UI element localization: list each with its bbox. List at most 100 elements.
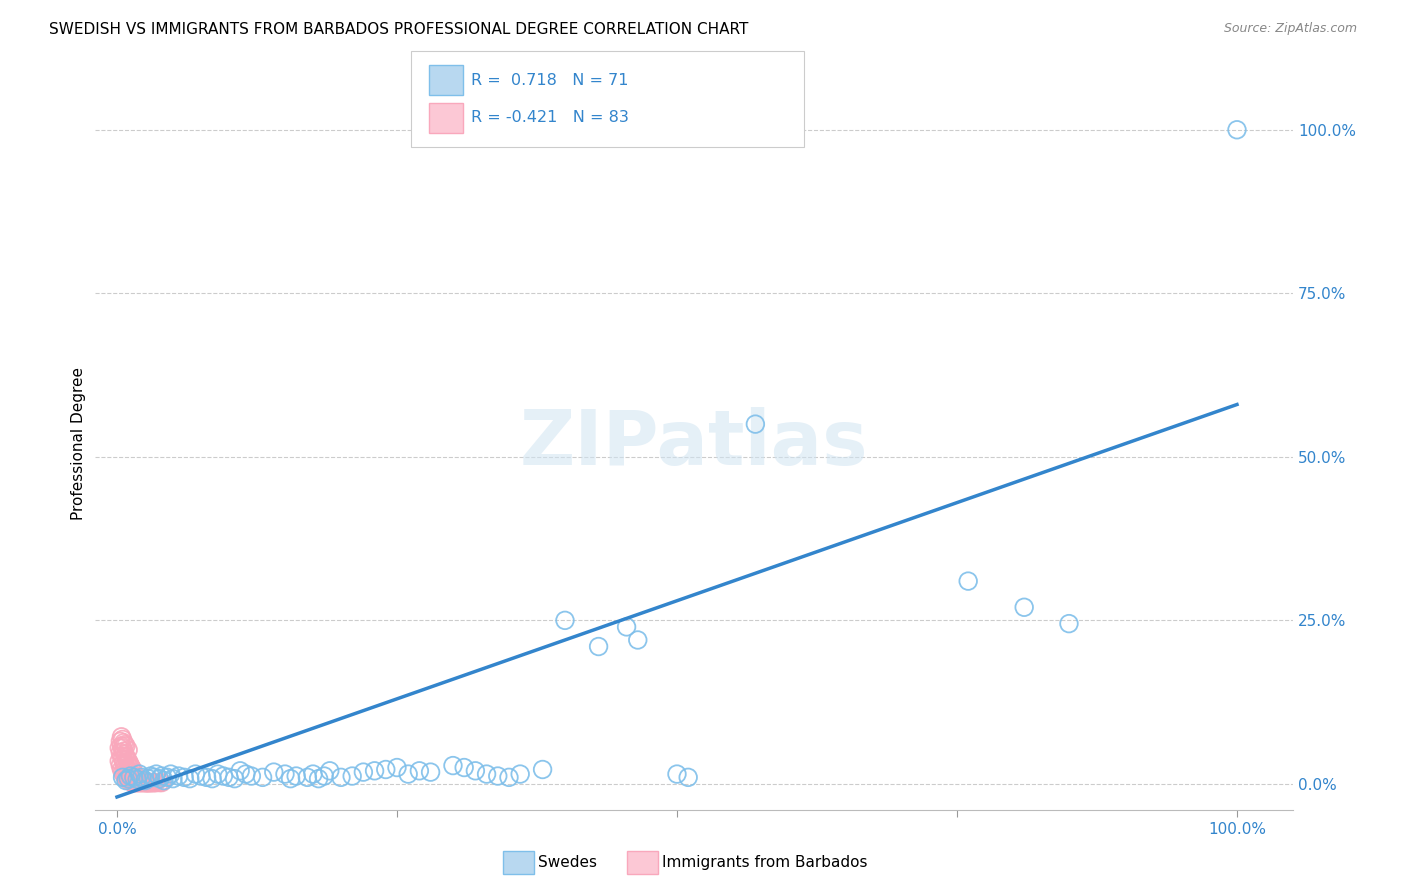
Point bbox=[509, 767, 531, 781]
Point bbox=[121, 775, 143, 789]
Point bbox=[218, 770, 240, 784]
Point bbox=[115, 770, 138, 784]
Point bbox=[419, 765, 441, 780]
Point bbox=[314, 769, 336, 783]
Point bbox=[190, 769, 212, 783]
Point bbox=[132, 775, 155, 789]
Point bbox=[162, 772, 184, 786]
Point bbox=[114, 738, 136, 752]
Point bbox=[195, 770, 218, 784]
Point bbox=[127, 775, 149, 789]
Point bbox=[627, 632, 650, 647]
Point bbox=[131, 775, 153, 789]
Point bbox=[280, 772, 302, 786]
Point bbox=[111, 765, 134, 780]
Point bbox=[132, 775, 155, 789]
Point bbox=[240, 769, 263, 783]
Point bbox=[136, 775, 159, 789]
Point bbox=[252, 770, 274, 784]
Point bbox=[120, 767, 142, 781]
Point bbox=[122, 770, 145, 784]
Point bbox=[138, 775, 160, 789]
Point bbox=[129, 775, 152, 789]
Point bbox=[1012, 600, 1035, 615]
Text: R = -0.421   N = 83: R = -0.421 N = 83 bbox=[471, 111, 628, 125]
Point bbox=[132, 775, 155, 789]
Point bbox=[139, 775, 162, 789]
Point bbox=[111, 770, 134, 784]
Point bbox=[127, 772, 149, 787]
Point bbox=[285, 769, 308, 783]
Point bbox=[173, 770, 195, 784]
Point bbox=[111, 752, 134, 766]
Point bbox=[340, 769, 363, 783]
Point bbox=[235, 767, 257, 781]
Point bbox=[114, 769, 136, 783]
Point bbox=[138, 772, 160, 786]
Point bbox=[374, 763, 396, 777]
Point bbox=[135, 775, 157, 789]
Point bbox=[115, 752, 138, 766]
Point bbox=[115, 760, 138, 774]
Point bbox=[229, 764, 252, 778]
Point bbox=[142, 775, 165, 789]
Point bbox=[111, 732, 134, 747]
Point bbox=[111, 740, 134, 755]
Point bbox=[139, 769, 162, 783]
Point bbox=[957, 574, 980, 588]
Point bbox=[131, 774, 153, 789]
Point bbox=[115, 749, 138, 764]
Point bbox=[138, 775, 160, 789]
Point bbox=[120, 758, 142, 772]
Point bbox=[475, 767, 498, 781]
Point bbox=[352, 765, 374, 780]
Point bbox=[330, 770, 353, 784]
Point bbox=[1226, 122, 1249, 136]
Point bbox=[122, 775, 145, 789]
Point bbox=[143, 775, 166, 789]
Point bbox=[121, 763, 143, 777]
Point bbox=[142, 775, 165, 789]
Point bbox=[385, 760, 408, 774]
Point bbox=[212, 769, 235, 783]
Point bbox=[142, 770, 165, 784]
Point bbox=[139, 775, 162, 789]
Point bbox=[124, 769, 146, 783]
Point bbox=[115, 763, 138, 777]
Point bbox=[117, 743, 139, 757]
Point bbox=[308, 772, 330, 786]
Point bbox=[114, 758, 136, 772]
Point bbox=[145, 775, 167, 789]
Point bbox=[156, 770, 179, 784]
Point bbox=[588, 640, 610, 654]
Point bbox=[112, 756, 135, 770]
Point bbox=[117, 772, 139, 787]
Point bbox=[184, 767, 207, 781]
Point bbox=[122, 772, 145, 786]
Point bbox=[121, 760, 143, 774]
Point bbox=[121, 770, 143, 784]
Point bbox=[132, 775, 155, 789]
Point bbox=[129, 774, 152, 789]
Point bbox=[108, 754, 131, 768]
Point bbox=[396, 767, 419, 781]
Point bbox=[128, 767, 150, 781]
Point bbox=[127, 775, 149, 789]
Point bbox=[616, 620, 638, 634]
Point bbox=[125, 775, 148, 789]
Text: R =  0.718   N = 71: R = 0.718 N = 71 bbox=[471, 73, 628, 87]
Text: Immigrants from Barbados: Immigrants from Barbados bbox=[662, 855, 868, 870]
Point bbox=[441, 758, 464, 772]
Point bbox=[122, 765, 145, 780]
Text: SWEDISH VS IMMIGRANTS FROM BARBADOS PROFESSIONAL DEGREE CORRELATION CHART: SWEDISH VS IMMIGRANTS FROM BARBADOS PROF… bbox=[49, 22, 748, 37]
Point bbox=[110, 730, 132, 744]
Point bbox=[110, 749, 132, 764]
Point bbox=[115, 739, 138, 753]
Point bbox=[150, 769, 173, 783]
Point bbox=[274, 767, 297, 781]
Point bbox=[464, 764, 486, 778]
Point bbox=[145, 767, 167, 781]
Point bbox=[120, 769, 142, 783]
Point bbox=[118, 765, 141, 780]
Y-axis label: Professional Degree: Professional Degree bbox=[72, 368, 86, 520]
